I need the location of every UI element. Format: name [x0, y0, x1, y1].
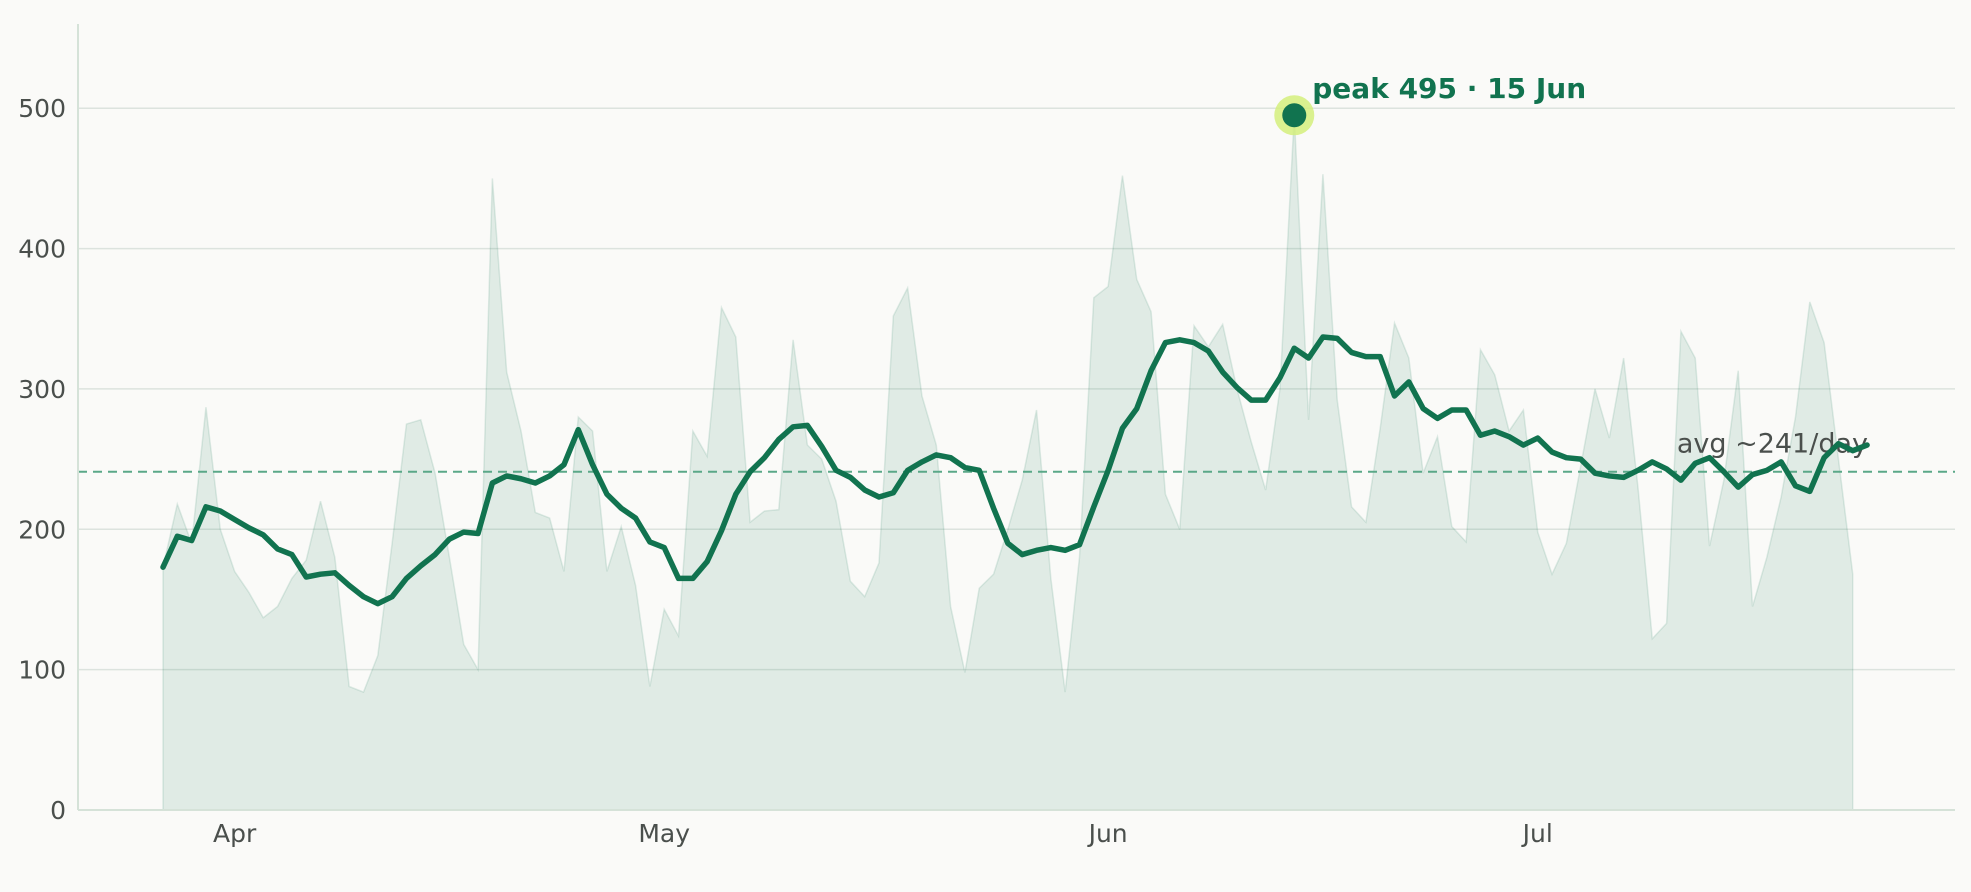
y-tick-label: 0 — [50, 796, 66, 825]
peak-label: peak 495 · 15 Jun — [1312, 72, 1586, 105]
x-tick-label: May — [638, 819, 690, 848]
y-tick-label: 300 — [18, 375, 66, 404]
x-tick-label: Jul — [1521, 819, 1553, 848]
y-tick-labels: 0 100 200 300 400 500 — [18, 94, 66, 825]
x-tick-labels: Apr May Jun Jul — [213, 819, 1553, 848]
y-tick-label: 200 — [18, 515, 66, 544]
y-tick-label: 500 — [18, 94, 66, 123]
peak-point — [1282, 103, 1307, 128]
y-tick-label: 400 — [18, 235, 66, 264]
x-tick-label: Apr — [213, 819, 257, 848]
daily-area — [162, 115, 1854, 811]
grid-lines — [78, 107, 1955, 671]
smoothed-line — [160, 334, 1870, 607]
y-tick-label: 100 — [18, 656, 66, 685]
x-tick-label: Jun — [1087, 819, 1128, 848]
